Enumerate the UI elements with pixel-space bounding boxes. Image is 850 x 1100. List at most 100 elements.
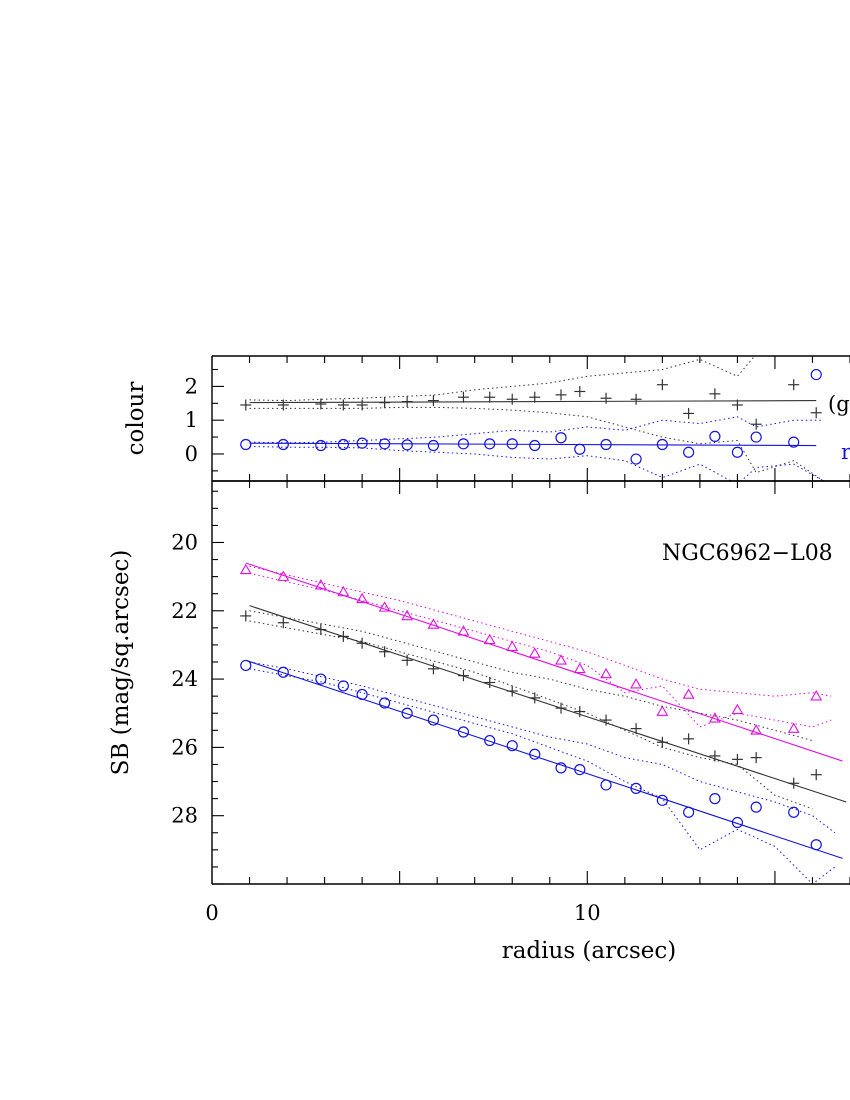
sb-series-1-point: [528, 647, 541, 658]
colour-series-1-point: [750, 418, 762, 430]
colour-tick-label: 0: [185, 442, 198, 466]
colour-series-1-point: [379, 397, 391, 409]
sb-series-3-point: [709, 793, 721, 805]
colour-series-1-point: [683, 407, 695, 419]
colour-series-2-point: [315, 439, 327, 452]
sb-series-3-upper-bound: [249, 661, 836, 834]
sb-series-1-point: [656, 705, 669, 716]
colour-series-1: [240, 356, 824, 481]
colour-series-2-point: [379, 438, 391, 450]
sb-series-3-point: [810, 839, 822, 851]
sb-series-2-point: [337, 630, 349, 642]
colour-series-1-point: [731, 399, 743, 411]
colour-series-2-point: [731, 446, 744, 458]
sb-tick-label: 20: [171, 530, 198, 554]
sb-series-1-point: [682, 688, 695, 699]
sb-series-1-point: [457, 625, 470, 636]
sb-series-1-point: [337, 585, 350, 597]
colour-panel: 0 1 2 colour: [123, 355, 850, 482]
colour-series-2-point: [356, 437, 368, 449]
colour-annotation-gr: (g: [828, 392, 850, 416]
colour-series-1-point: [574, 385, 586, 397]
sb-series-3-point: [600, 779, 612, 791]
colour-series-2-point: [401, 439, 413, 451]
colour-series-1-point: [709, 388, 721, 400]
sb-series-1-upper-bound: [249, 572, 832, 728]
sb-series-2-point: [240, 610, 252, 622]
sb-series-2-point: [356, 637, 368, 649]
sb-series-3-point: [656, 794, 668, 806]
sb-tick-label: 26: [171, 735, 198, 759]
sb-series-2-point: [315, 624, 327, 636]
sb-series-3-point: [240, 659, 252, 672]
colour-series-2-point: [337, 438, 349, 451]
sb-series-1-point: [555, 654, 567, 665]
sb-series-1-point: [483, 633, 496, 645]
sb-series-3-point: [427, 714, 440, 726]
colour-ylabel: colour: [123, 382, 149, 456]
sb-series-2-point: [379, 646, 391, 658]
colour-series-1-point: [630, 393, 642, 405]
sb-series-1-point: [630, 678, 643, 689]
sb-series-3-point: [337, 680, 349, 692]
sb-series-2-fit-line: [249, 605, 847, 803]
sb-series-2-point: [506, 685, 518, 697]
sb-series-2-point: [401, 654, 413, 666]
colour-series-1-lower-bound: [249, 406, 824, 481]
sb-series-2-point: [788, 777, 800, 789]
sb-series-3-point: [356, 688, 368, 701]
sb-series-2-point: [427, 663, 439, 675]
sb-series-1-point: [600, 667, 613, 679]
sb-series-2-point: [484, 677, 496, 688]
sb-series-3-point: [555, 762, 567, 774]
sb-series-2-point: [630, 723, 642, 735]
sb-series-3-point: [277, 666, 289, 678]
sb-series-2-upper-bound: [249, 610, 813, 742]
sb-series-1-point: [378, 601, 391, 612]
sb-plot-area: [239, 562, 847, 884]
sb-series-2-point: [600, 714, 612, 726]
sb-series-3-point: [529, 748, 541, 760]
sb-series-1-point: [750, 724, 763, 735]
colour-series-1-point: [555, 389, 567, 401]
sb-series-1-point: [277, 570, 290, 581]
sb-series-2-point: [574, 706, 586, 718]
sb-series-2-point: [683, 733, 695, 745]
sb-series-2-point: [277, 617, 289, 629]
colour-series-1-point: [240, 399, 252, 411]
x-tick-label: 10: [574, 901, 601, 925]
colour-series-2: [240, 368, 824, 481]
sb-series-3-lower-bound: [249, 668, 836, 884]
sb-series-1-lower-bound: [249, 565, 832, 697]
sb-tick-label: 24: [171, 667, 198, 691]
colour-series-1-point: [427, 395, 439, 407]
sb-series-3-point: [401, 707, 413, 719]
colour-series-1-point: [529, 391, 541, 403]
sb-series-1-point: [708, 712, 721, 723]
colour-series-2-point: [656, 438, 668, 451]
sb-ylabel: SB (mag/sq.arcsec): [108, 550, 134, 776]
colour-series-2-point: [600, 438, 612, 451]
colour-series-1-point: [356, 399, 368, 411]
colour-series-1-point: [315, 398, 327, 410]
colour-series-1-point: [810, 407, 822, 419]
sb-series-1-point: [314, 579, 327, 590]
sb-series-2-point: [457, 670, 469, 682]
sb-series-1-point: [573, 662, 586, 674]
sb-series-2-point: [709, 750, 721, 762]
colour-series-2-point: [529, 439, 541, 452]
sb-series-2-point: [810, 769, 822, 781]
colour-series-1-point: [277, 399, 289, 411]
colour-series-2-point: [240, 438, 252, 451]
colour-series-1-point: [484, 391, 496, 403]
sb-series-1-point: [787, 722, 800, 733]
galaxy-id-label: NGC6962−L08: [662, 541, 833, 566]
sb-series-3-point: [379, 697, 391, 709]
sb-tick-label: 22: [171, 599, 198, 623]
sb-series-3-fit-line: [245, 659, 843, 859]
sb-series-1-point: [427, 618, 440, 629]
colour-series-1-point: [600, 392, 612, 404]
sb-series-2-point: [529, 692, 541, 704]
sb-series-3-point: [731, 816, 744, 829]
